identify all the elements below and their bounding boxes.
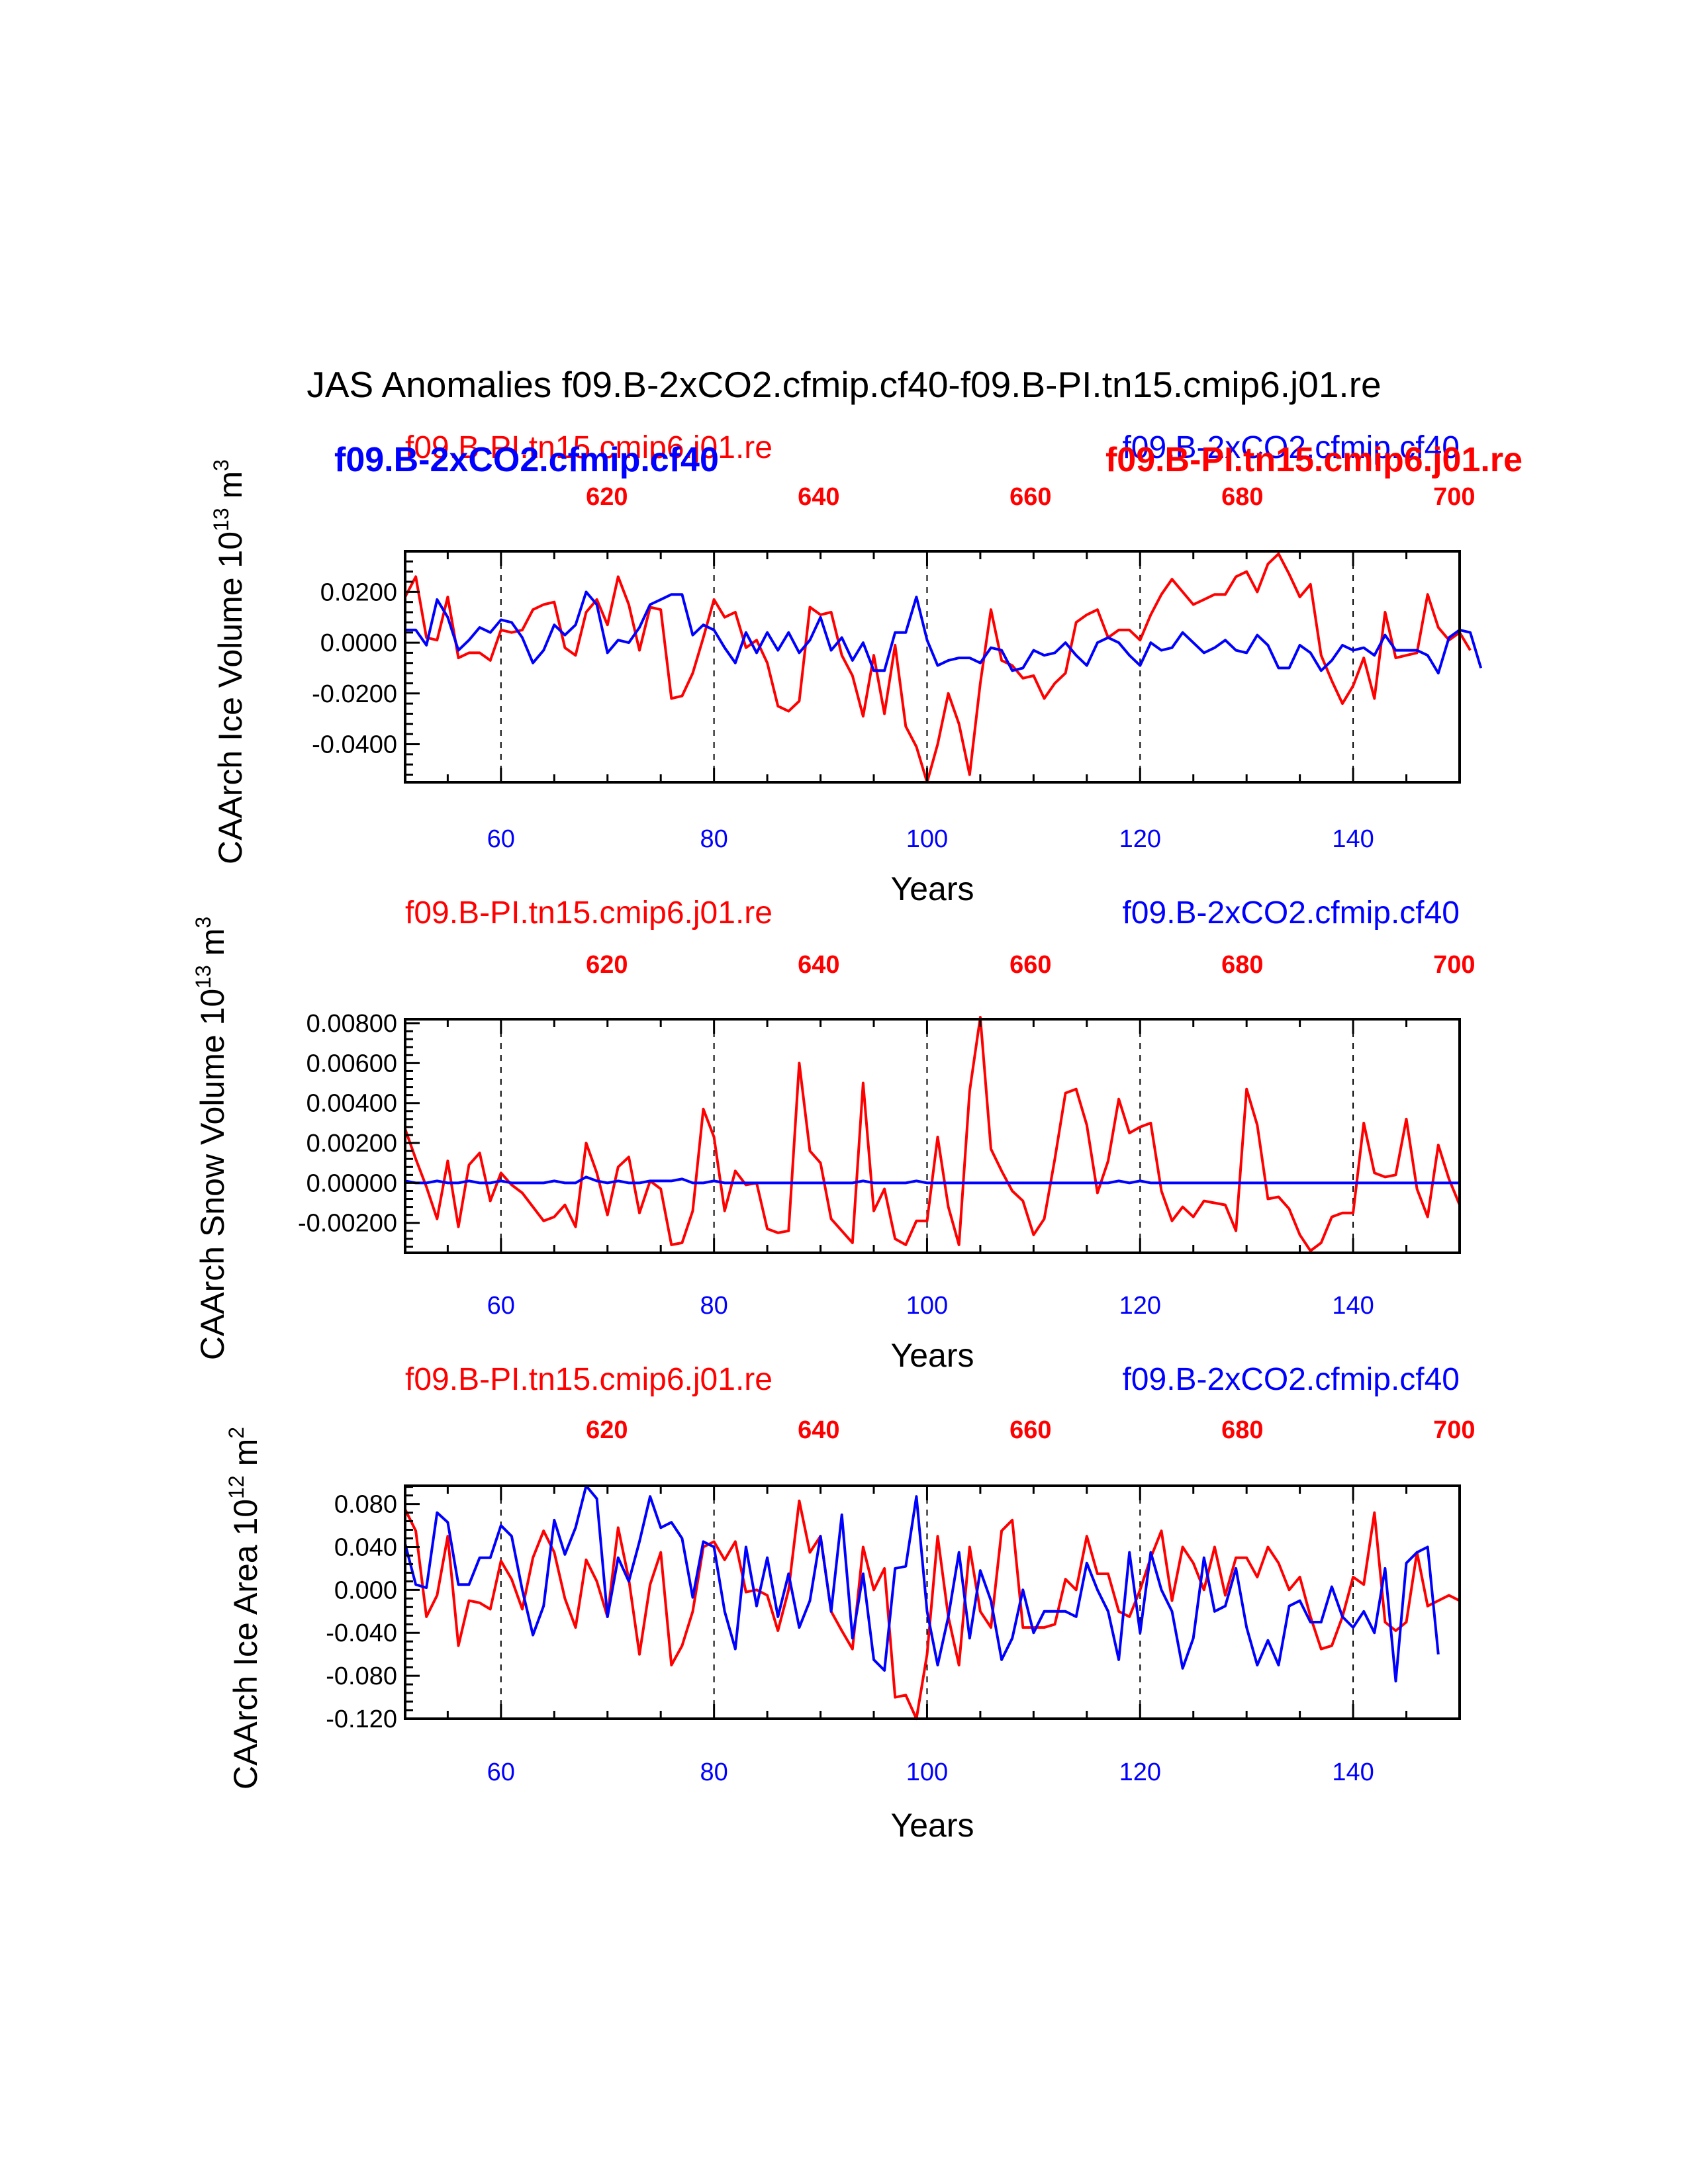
- panel-2: -0.00200 0.00000 0.00200 0.00400 0.00600 0.00…: [191, 895, 1476, 1374]
- x-tick-label-top: 660: [1009, 951, 1051, 979]
- y-tick-label: -0.040: [326, 1619, 397, 1647]
- y-axis-label: CAArch Ice Volume 1013 m3: [209, 459, 249, 864]
- x-tick-label-bottom: 120: [1119, 1758, 1161, 1786]
- y-tick-label: -0.0200: [312, 680, 397, 708]
- x-tick-label-bottom: 60: [487, 1758, 515, 1786]
- x-tick-label-bottom: 60: [487, 1292, 515, 1320]
- x-axis-label: Years: [890, 1807, 974, 1844]
- x-tick-label-top: 680: [1221, 951, 1263, 979]
- x-tick-label-bottom: 120: [1119, 1292, 1161, 1320]
- x-tick-label-bottom: 80: [700, 1292, 727, 1320]
- panel-label-left: f09.B-PI.tn15.cmip6.j01.re: [405, 895, 773, 931]
- x-tick-label-bottom: 100: [906, 1292, 948, 1320]
- plot-frame: [404, 1018, 1461, 1254]
- x-tick-label-bottom: 140: [1332, 1758, 1374, 1786]
- y-tick-label: -0.080: [326, 1662, 397, 1690]
- x-tick-label-bottom: 80: [700, 825, 727, 853]
- y-tick-label: 0.040: [334, 1533, 397, 1561]
- x-tick-label-top: 620: [586, 951, 628, 979]
- y-tick-label: -0.120: [326, 1706, 397, 1733]
- x-tick-label-top: 680: [1221, 1416, 1263, 1444]
- figure-title: JAS Anomalies f09.B-2xCO2.cfmip.cf40-f09…: [306, 364, 1381, 405]
- plot-frame: [404, 550, 1461, 784]
- series-red-line: [404, 1016, 1461, 1252]
- x-tick-label-bottom: 120: [1119, 825, 1161, 853]
- panel-label-left-bold: f09.B-2xCO2.cfmip.cf40: [334, 441, 719, 479]
- y-tick-label: -0.0400: [312, 731, 397, 758]
- y-tick-label: 0.00000: [306, 1169, 397, 1197]
- x-tick-label-top: 640: [798, 951, 839, 979]
- x-tick-label-bottom: 100: [906, 825, 948, 853]
- x-axis-label: Years: [890, 870, 974, 907]
- y-tick-label: 0.00600: [306, 1050, 397, 1077]
- panel-1: -0.0400 -0.0200 0.0000 0.0200 60 80 100 120 140 6…: [209, 430, 1523, 907]
- x-axis-label: Years: [890, 1337, 974, 1374]
- x-tick-label-bottom: 80: [700, 1758, 727, 1786]
- panel-label-left: f09.B-PI.tn15.cmip6.j01.re: [405, 430, 773, 465]
- series-blue-line: [404, 1484, 1440, 1683]
- x-tick-label-top: 640: [798, 1416, 839, 1444]
- series-blue-line: [405, 590, 1483, 675]
- panel-label-right-bold: f09.B-PI.tn15.cmip6.j01.re: [1105, 441, 1523, 479]
- y-tick-label: 0.00800: [306, 1010, 397, 1038]
- panel-label-right: f09.B-2xCO2.cfmip.cf40: [1122, 895, 1460, 931]
- x-tick-label-bottom: 60: [487, 825, 515, 853]
- x-tick-label-top: 700: [1433, 1416, 1475, 1444]
- series-red-line: [404, 552, 1472, 784]
- x-tick-label-bottom: 100: [906, 1758, 948, 1786]
- x-tick-label-top: 620: [586, 1416, 628, 1444]
- y-tick-label: 0.0000: [320, 629, 397, 657]
- series-red-line: [404, 1499, 1460, 1720]
- y-tick-label: 0.00400: [306, 1090, 397, 1118]
- y-tick-label: 0.00200: [306, 1130, 397, 1158]
- panel-label-right: f09.B-2xCO2.cfmip.cf40: [1122, 1362, 1460, 1397]
- x-tick-label-top: 660: [1009, 483, 1051, 511]
- plot-frame: [404, 1484, 1461, 1720]
- x-tick-label-top: 700: [1433, 951, 1475, 979]
- chart-panels: -0.0400 -0.0200 0.0000 0.0200 60 80 100 120 140 6…: [191, 430, 1523, 1844]
- x-tick-label-top: 680: [1221, 483, 1263, 511]
- x-tick-label-top: 660: [1009, 1416, 1051, 1444]
- panel-3: -0.120 -0.080 -0.040 0.000 0.040 0.080 60 80 100…: [224, 1362, 1476, 1844]
- y-axis-label: CAArch Ice Area 1012 m2: [224, 1427, 264, 1790]
- y-tick-label: 0.080: [334, 1491, 397, 1519]
- panel-label-right: f09.B-2xCO2.cfmip.cf40: [1122, 430, 1460, 465]
- y-tick-label: 0.0200: [320, 578, 397, 606]
- y-axis-label: CAArch Snow Volume 1013 m3: [191, 917, 231, 1360]
- x-tick-label-bottom: 140: [1332, 1292, 1374, 1320]
- x-tick-label-top: 700: [1433, 483, 1475, 511]
- series-blue-line: [404, 1175, 1460, 1185]
- x-tick-label-bottom: 140: [1332, 825, 1374, 853]
- y-tick-label: -0.00200: [298, 1210, 397, 1238]
- y-tick-label: 0.000: [334, 1576, 397, 1604]
- x-tick-label-top: 620: [586, 483, 628, 511]
- panel-label-left: f09.B-PI.tn15.cmip6.j01.re: [405, 1362, 773, 1397]
- x-tick-label-top: 640: [798, 483, 839, 511]
